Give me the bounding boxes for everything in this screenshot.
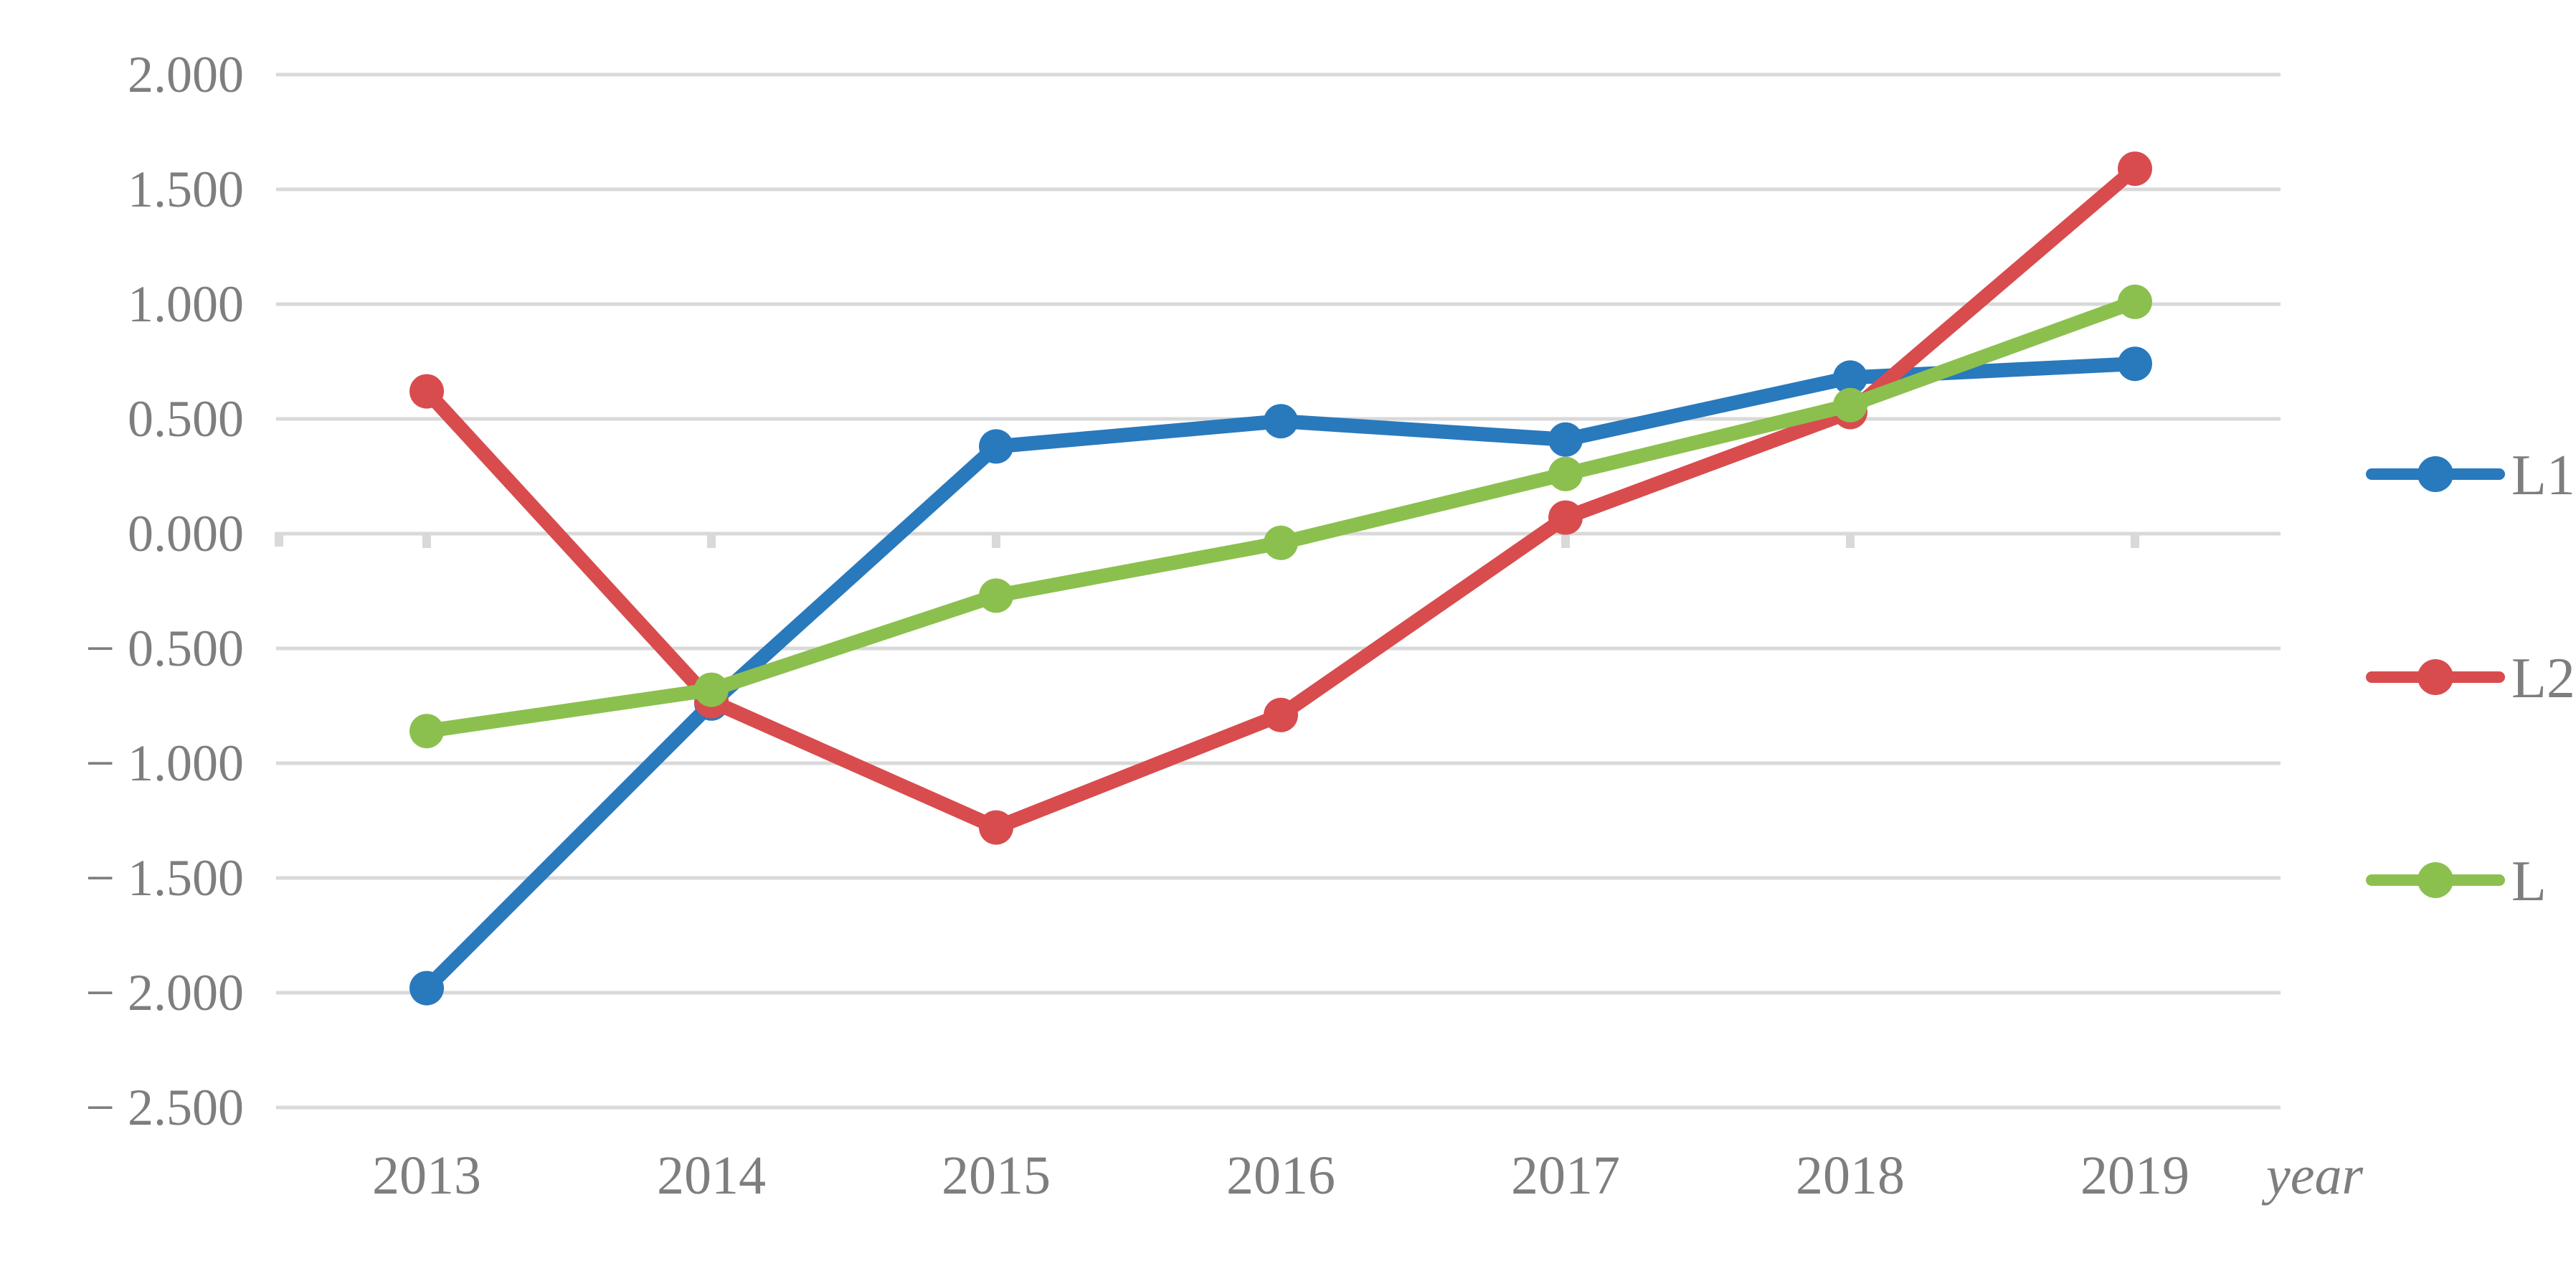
axis-tick-mark [992, 535, 1000, 548]
x-axis-tick-label: 2013 [372, 1146, 481, 1206]
legend-marker-dot-L2 [2418, 659, 2453, 695]
y-axis-tick-label: − 0.500 [85, 620, 244, 677]
series-marker-L1-2018 [1833, 360, 1867, 395]
y-axis-tick-label: 0.500 [128, 390, 244, 448]
series-marker-L1-2019 [2118, 346, 2152, 382]
series-marker-L-2016 [1264, 525, 1298, 560]
series-marker-L-2017 [1548, 456, 1583, 491]
x-axis-tick-label: 2019 [2080, 1146, 2189, 1206]
series-marker-L-2013 [409, 714, 444, 749]
legend-marker-dot-L1 [2418, 456, 2453, 492]
y-axis-tick-label: − 2.000 [85, 964, 244, 1021]
axis-tick-mark [1561, 535, 1570, 548]
y-axis-tick-label: − 2.500 [85, 1079, 244, 1136]
x-axis-tick-label: 2018 [1796, 1146, 1905, 1206]
axis-tick-mark [2131, 535, 2139, 548]
legend-label-L1: L1 [2511, 444, 2575, 507]
y-axis-tick-label: 1.000 [128, 275, 244, 333]
y-axis-tick-label: 1.500 [128, 161, 244, 218]
series-marker-L1-2015 [979, 429, 1013, 464]
series-marker-L2-2013 [409, 374, 444, 409]
y-axis-tick-label: − 1.000 [85, 735, 244, 792]
x-axis-title: year [2261, 1146, 2363, 1206]
x-axis-tick-label: 2014 [657, 1146, 766, 1206]
x-axis-tick-label: 2017 [1511, 1146, 1620, 1206]
y-axis-tick-label: 0.000 [128, 505, 244, 562]
legend-label-L2: L2 [2511, 647, 2575, 710]
y-axis-tick-label: − 1.500 [85, 849, 244, 907]
y-axis-tick-label: 2.000 [128, 46, 244, 103]
line-chart-canvas: 2.000 1.500 1.000 0.500 0.000 − 0.500 − 1.000 −… [85, 46, 2575, 1206]
line-chart-figure: 2.000 1.500 1.000 0.500 0.000 − 0.500 − 1.000 −… [29, 11, 2576, 1250]
series-marker-L-2014 [694, 672, 729, 707]
axis-tick-mark [422, 535, 431, 548]
legend-marker-dot-L [2418, 862, 2453, 898]
series-marker-L2-2017 [1548, 500, 1583, 535]
series-marker-L-2015 [979, 578, 1013, 613]
x-axis-tick-label: 2015 [942, 1146, 1051, 1206]
series-marker-L-2019 [2118, 284, 2152, 319]
legend-label-L: L [2511, 850, 2547, 913]
x-axis-tick-label: 2016 [1226, 1146, 1335, 1206]
series-marker-L-2018 [1833, 387, 1867, 422]
axis-tick-mark [707, 535, 716, 548]
series-marker-L2-2015 [979, 810, 1013, 845]
series-marker-L1-2013 [409, 970, 444, 1006]
series-marker-L1-2016 [1264, 404, 1298, 439]
series-marker-L2-2016 [1264, 697, 1298, 732]
series-marker-L1-2017 [1548, 422, 1583, 457]
axis-tick-mark [1846, 535, 1855, 548]
series-marker-L2-2019 [2118, 151, 2152, 186]
axis-tick-mark [275, 532, 283, 547]
